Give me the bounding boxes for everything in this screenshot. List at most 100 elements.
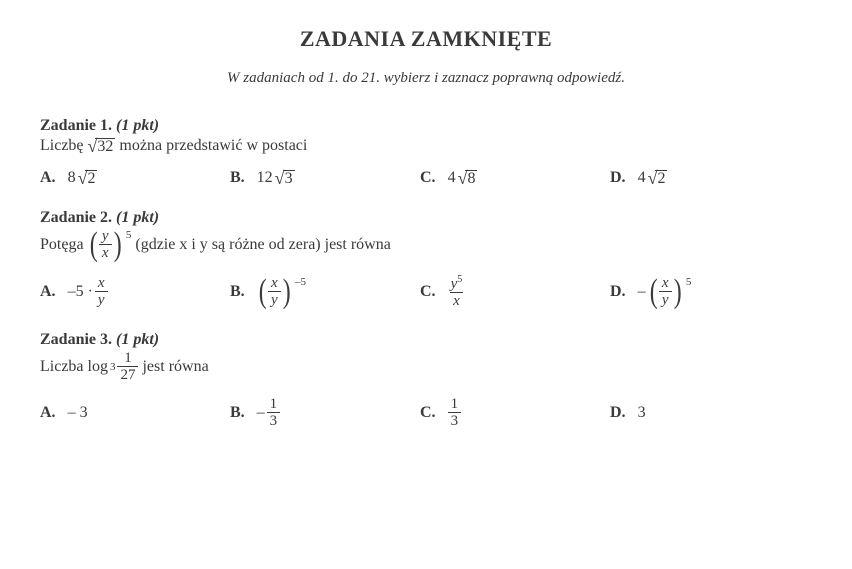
frac-den: 3	[267, 412, 281, 429]
task-3-answer-a[interactable]: A. – 3	[40, 404, 230, 422]
coef: 12	[257, 169, 273, 187]
sqrt-arg: 8	[465, 170, 477, 187]
answer-letter: D.	[610, 283, 626, 301]
task-2-answers: A. –5 · x y B. ( x y ) –5	[40, 275, 812, 309]
answer-letter: C.	[420, 283, 436, 301]
paren-left-icon: (	[258, 278, 266, 305]
frac-den: x	[450, 292, 463, 309]
answer-letter: B.	[230, 404, 245, 422]
power-expr: ( y x ) 5	[88, 229, 132, 261]
fraction: 1 3	[267, 397, 281, 429]
exponent: –5	[295, 276, 306, 288]
answer-expr: –5 · x y	[68, 276, 108, 308]
paren-right-icon: )	[673, 278, 681, 305]
task-3-text-pre: Liczba	[40, 358, 84, 376]
task-1-text: Liczbę √ 32 można przedstawić w postaci	[40, 137, 812, 155]
frac-num: x	[268, 276, 281, 291]
task-1-number: Zadanie 1.	[40, 117, 112, 134]
log-label: log	[88, 358, 108, 376]
task-1-answer-a[interactable]: A. 8 √2	[40, 169, 230, 187]
frac-num: y5	[448, 275, 466, 292]
fraction: x y	[268, 276, 281, 308]
frac-den: 27	[117, 366, 138, 383]
task-2-number: Zadanie 2.	[40, 209, 112, 226]
task-1-answer-d[interactable]: D. 4 √2	[610, 169, 800, 187]
sqrt-arg: 2	[85, 170, 97, 187]
task-3-points: (1 pkt)	[116, 331, 159, 348]
answer-letter: A.	[40, 283, 56, 301]
task-2-answer-a[interactable]: A. –5 · x y	[40, 276, 230, 308]
task-1-points: (1 pkt)	[116, 117, 159, 134]
task-1-answer-b[interactable]: B. 12 √3	[230, 169, 420, 187]
frac-den: 3	[448, 412, 462, 429]
task-1-answer-c[interactable]: C. 4 √8	[420, 169, 610, 187]
paren-left-icon: (	[89, 231, 97, 258]
prefix: –	[638, 283, 646, 301]
task-2: Zadanie 2. (1 pkt) Potęga ( y x ) 5 (gdz…	[40, 209, 812, 309]
task-1-answers: A. 8 √2 B. 12 √3 C. 4 √8 D. 4 √2	[40, 169, 812, 187]
frac-num: 1	[448, 397, 462, 412]
task-3-answers: A. – 3 B. – 1 3 C. 1 3 D. 3	[40, 397, 812, 429]
task-2-answer-d[interactable]: D. – ( x y ) 5	[610, 276, 800, 308]
page-title: ZADANIA ZAMKNIĘTE	[40, 26, 812, 52]
answer-letter: B.	[230, 283, 245, 301]
task-2-answer-c[interactable]: C. y5 x	[420, 275, 610, 309]
exponent: 5	[126, 229, 132, 241]
frac-den: x	[99, 244, 112, 261]
log-expr: log3 1 27	[88, 351, 139, 383]
answer-expr: 8 √2	[68, 169, 98, 187]
fraction: x y	[95, 276, 108, 308]
answer-letter: A.	[40, 169, 56, 187]
task-3-answer-c[interactable]: C. 1 3	[420, 397, 610, 429]
answer-expr: 12 √3	[257, 169, 295, 187]
coef: 8	[68, 169, 76, 187]
instruction-text: W zadaniach od 1. do 21. wybierz i zazna…	[40, 70, 812, 87]
answer-letter: C.	[420, 404, 436, 422]
answer-expr: ( x y ) –5	[257, 276, 306, 308]
prefix: –	[257, 404, 265, 422]
frac-den: y	[95, 291, 108, 308]
task-3-text: Liczba log3 1 27 jest równa	[40, 351, 812, 383]
sqrt-arg: 2	[655, 170, 667, 187]
paren-left-icon: (	[649, 278, 657, 305]
task-2-text: Potęga ( y x ) 5 (gdzie x i y są różne o…	[40, 229, 812, 261]
sqrt-arg: 3	[283, 170, 295, 187]
task-3-header: Zadanie 3. (1 pkt)	[40, 331, 812, 349]
frac-num: y	[99, 229, 112, 244]
answer-letter: D.	[610, 404, 626, 422]
task-2-text-pre: Potęga	[40, 236, 84, 254]
task-2-text-post: (gdzie x i y są różne od zera) jest równ…	[135, 236, 390, 254]
task-3-answer-b[interactable]: B. – 1 3	[230, 397, 420, 429]
task-1-header: Zadanie 1. (1 pkt)	[40, 117, 812, 135]
answer-letter: B.	[230, 169, 245, 187]
answer-expr: 4 √8	[448, 169, 478, 187]
task-3-answer-d[interactable]: D. 3	[610, 404, 800, 422]
frac-den: y	[659, 291, 672, 308]
answer-letter: D.	[610, 169, 626, 187]
frac-num: 1	[267, 397, 281, 412]
log-base: 3	[110, 361, 116, 373]
task-2-header: Zadanie 2. (1 pkt)	[40, 209, 812, 227]
frac-den: y	[268, 291, 281, 308]
answer-letter: C.	[420, 169, 436, 187]
sqrt-arg: 32	[95, 138, 115, 155]
fraction: x y	[659, 276, 672, 308]
task-3: Zadanie 3. (1 pkt) Liczba log3 1 27 jest…	[40, 331, 812, 429]
exponent: 5	[457, 274, 462, 285]
answer-expr: – ( x y ) 5	[638, 276, 692, 308]
task-2-answer-b[interactable]: B. ( x y ) –5	[230, 276, 420, 308]
paren-right-icon: )	[282, 278, 290, 305]
task-1: Zadanie 1. (1 pkt) Liczbę √ 32 można prz…	[40, 117, 812, 187]
answer-expr: 4 √2	[638, 169, 668, 187]
answer-letter: A.	[40, 404, 56, 422]
exponent: 5	[686, 276, 692, 288]
fraction: y x	[99, 229, 112, 261]
frac-num: x	[659, 276, 672, 291]
task-1-text-pre: Liczbę	[40, 137, 84, 155]
paren-right-icon: )	[113, 231, 121, 258]
sqrt-expr: √ 32	[88, 137, 116, 155]
answer-value: 3	[638, 404, 646, 422]
prefix: –5 ·	[68, 283, 93, 301]
task-2-points: (1 pkt)	[116, 209, 159, 226]
fraction: 1 3	[448, 397, 462, 429]
